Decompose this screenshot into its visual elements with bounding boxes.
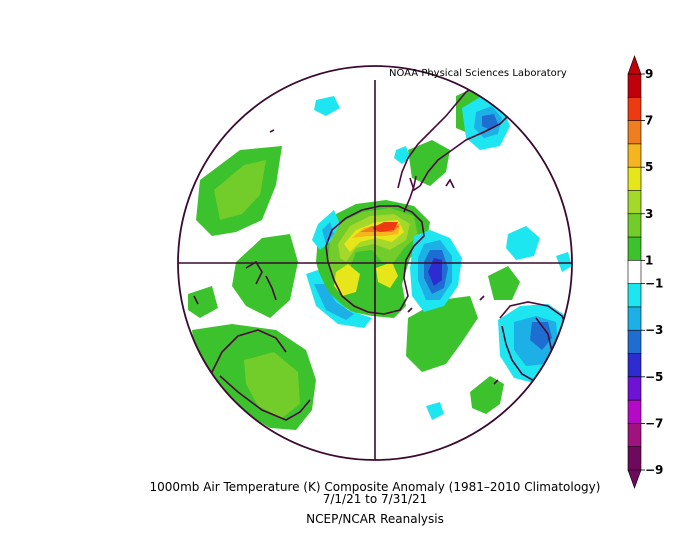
cold-region-amundsen-l2: [322, 222, 334, 244]
coastline-patagonia-islands: [409, 177, 455, 192]
warm-region-antarctica-peak: [372, 222, 398, 232]
warm-region-east-atlantic: [488, 266, 520, 300]
colorbar-bin: [627, 446, 642, 471]
colorbar: 9 7 5 3 1 −1 −3 −5 −7 −9: [627, 55, 663, 489]
cold-region-east-small: [556, 252, 572, 272]
warm-region-drake: [408, 140, 450, 186]
map-disc-outline: [177, 65, 573, 461]
cold-region-south-africa-core: [530, 322, 552, 350]
warm-region-australia-core: [244, 352, 300, 418]
warm-region-antarctica-lower-2: [376, 262, 398, 288]
cold-region-pacific-small: [314, 96, 340, 116]
warm-region-antarctica-lower: [334, 264, 360, 296]
colorbar-tick-label: −5: [645, 370, 663, 384]
colorbar-bin: [627, 423, 642, 448]
colorbar-bin: [627, 213, 642, 238]
colorbar-bin: [627, 283, 642, 308]
warm-region-south-indian: [470, 376, 504, 414]
colorbar-bin: [627, 399, 642, 425]
warm-region-west-small: [188, 286, 218, 318]
coastlines: [193, 83, 571, 421]
warm-region-south-atlantic: [406, 296, 478, 372]
coastline-antarctica: [325, 205, 425, 315]
colorbar-tick-label: −7: [645, 416, 663, 430]
colorbar-tick-label: 1: [645, 253, 653, 267]
colorbar-tick-label: −9: [645, 463, 663, 477]
colorbar-bin: [627, 143, 642, 168]
colorbar-bin: [627, 260, 642, 285]
coastline-islands: [269, 129, 499, 385]
colorbar-top-arrow: [627, 55, 642, 75]
coastline-australia: [209, 329, 311, 421]
cold-region-weddell-core: [428, 258, 442, 286]
caption-title: 1000mb Air Temperature (K) Composite Ano…: [150, 480, 601, 494]
cold-region-indian-small: [426, 402, 444, 420]
colorbar-tick-label: −3: [645, 323, 663, 337]
colorbar-bin: [627, 166, 642, 192]
colorbar-tick-label: 9: [645, 67, 653, 81]
warm-region-southern-pacific-core: [214, 160, 266, 220]
colorbar-bin: [627, 376, 642, 401]
credit-label: NOAA Physical Sciences Laboratory: [389, 68, 567, 79]
cold-region-south-america-core: [482, 114, 498, 130]
colorbar-bin: [627, 73, 642, 98]
coastline-antarctic-peninsula: [403, 175, 417, 213]
coastline-south-america: [397, 83, 513, 189]
colorbar-bin: [627, 306, 642, 331]
colorbar-tick-label: −1: [645, 277, 663, 291]
colorbar-bins: [627, 55, 642, 489]
colorbar-bottom-arrow: [627, 469, 642, 489]
cold-region-drake-small: [394, 146, 410, 164]
caption-source: NCEP/NCAR Reanalysis: [306, 512, 444, 526]
colorbar-tick-label: 7: [645, 114, 653, 128]
cold-region-atlantic-small: [506, 226, 540, 260]
polar-map: [177, 65, 573, 461]
caption-dates: 7/1/21 to 7/31/21: [323, 492, 428, 506]
colorbar-ticks: 9 7 5 3 1 −1 −3 −5 −7 −9: [641, 67, 663, 477]
coastline-tasmania-nz: [193, 260, 277, 305]
colorbar-bin: [627, 96, 642, 122]
colorbar-tick-label: 5: [645, 160, 653, 174]
colorbar-bin: [627, 353, 642, 378]
colorbar-bin: [627, 190, 642, 215]
cold-region-ross-l2: [314, 284, 354, 320]
colorbar-bin: [627, 329, 642, 355]
warm-region-west-pacific: [232, 234, 298, 318]
colorbar-bin: [627, 120, 642, 145]
colorbar-bin: [627, 236, 642, 261]
colorbar-tick-label: 3: [645, 207, 653, 221]
